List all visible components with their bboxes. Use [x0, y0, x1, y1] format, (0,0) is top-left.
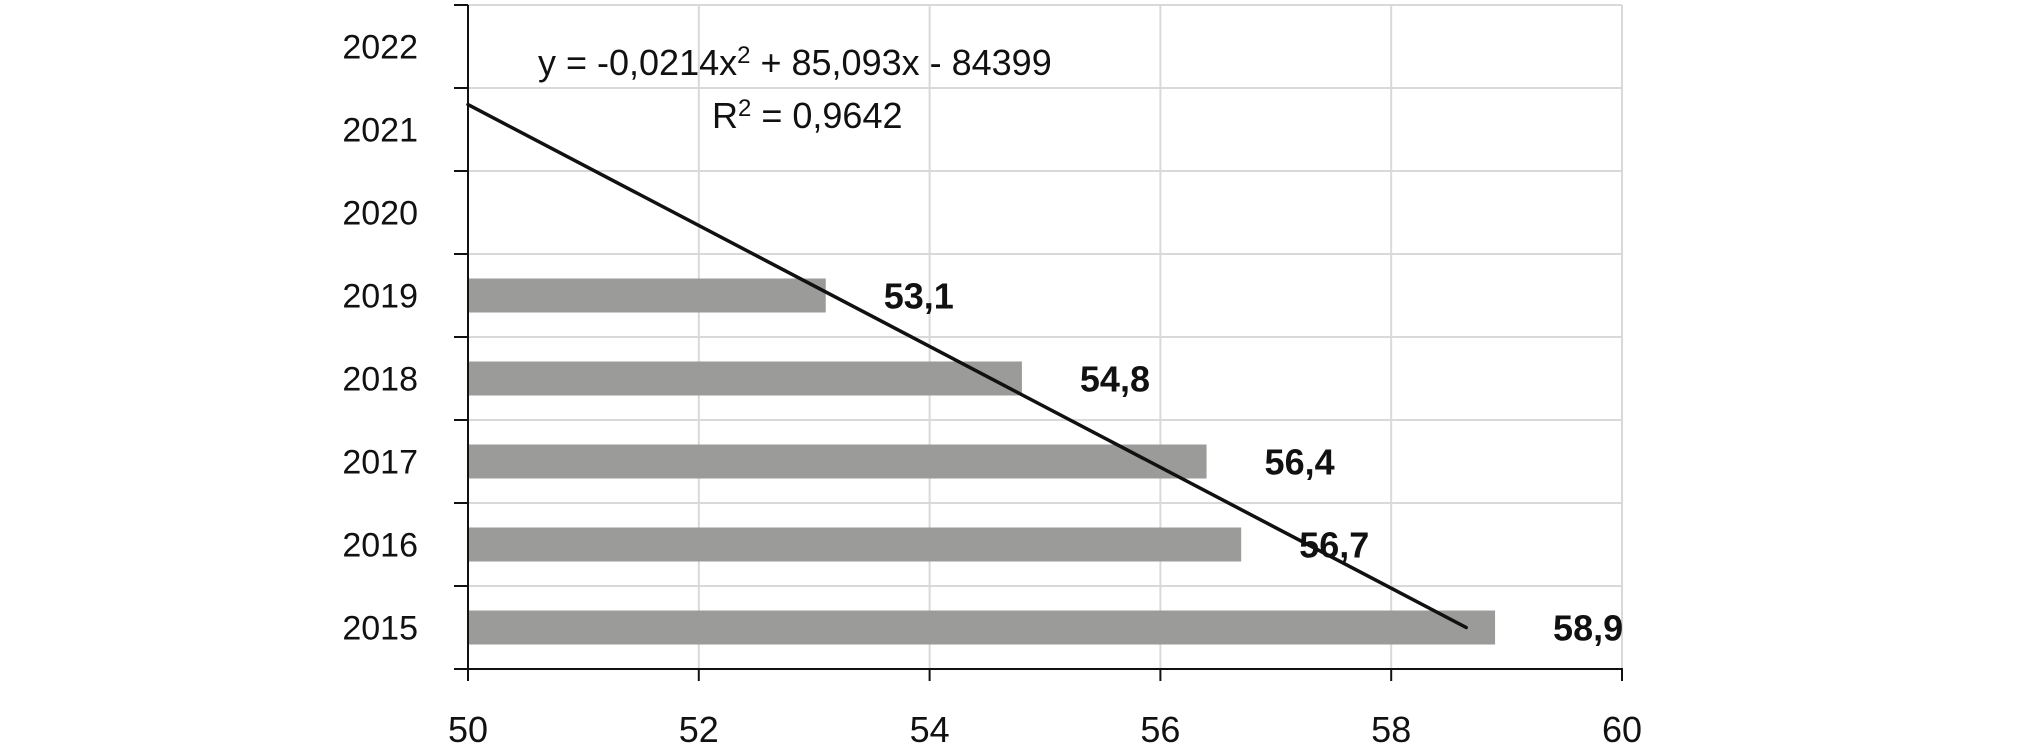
y-category-label: 2018: [342, 361, 418, 399]
y-category-label: 2016: [342, 527, 418, 565]
x-tick-label: 56: [1140, 709, 1180, 750]
bar: [468, 361, 1022, 396]
x-tick-label: 58: [1371, 709, 1411, 750]
trendline-group: [466, 102, 1468, 630]
trendline-equation: y = -0,0214x2 + 85,093x - 84399 R2 = 0,9…: [538, 42, 1052, 136]
y-category-label: 2022: [342, 29, 418, 67]
data-label: 53,1: [884, 276, 954, 317]
bar: [468, 444, 1207, 479]
x-axis-ticks: 50 52 54 56 58 60: [448, 709, 1642, 750]
y-category-label: 2017: [342, 444, 418, 482]
equation-line-2: R2 = 0,9642: [712, 95, 903, 136]
x-tick-label: 54: [910, 709, 950, 750]
y-category-label: 2020: [342, 195, 418, 233]
data-label: 56,4: [1265, 442, 1335, 483]
data-label: 58,9: [1553, 608, 1623, 649]
bar: [468, 278, 826, 313]
x-tick-label: 60: [1602, 709, 1642, 750]
bars: [468, 278, 1496, 645]
bar: [468, 610, 1496, 645]
y-category-label: 2019: [342, 278, 418, 316]
data-label: 54,8: [1080, 359, 1150, 400]
bar: [468, 527, 1242, 562]
trendline: [466, 102, 1468, 630]
y-category-label: 2021: [342, 112, 418, 150]
grid: [468, 4, 1623, 669]
axes: [454, 4, 1623, 681]
equation-line-1: y = -0,0214x2 + 85,093x - 84399: [538, 42, 1052, 83]
x-tick-label: 50: [448, 709, 488, 750]
y-category-label: 2015: [342, 610, 418, 648]
y-axis-labels: 2015 2016 2017 2018 2019 2020 2021 2022: [342, 29, 418, 648]
x-tick-label: 52: [679, 709, 719, 750]
